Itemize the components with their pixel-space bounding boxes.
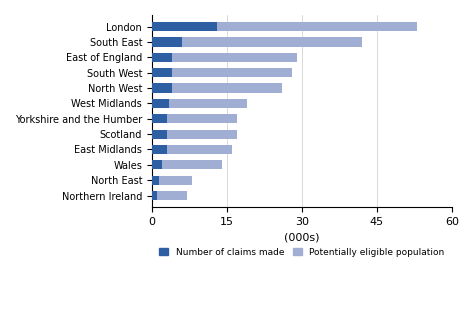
Bar: [152, 176, 159, 185]
Bar: [152, 160, 162, 169]
Bar: [152, 99, 170, 108]
Bar: [152, 176, 192, 185]
Bar: [152, 130, 237, 139]
Bar: [152, 145, 232, 154]
Bar: [152, 191, 157, 200]
X-axis label: (000s): (000s): [284, 233, 320, 242]
Bar: [152, 22, 217, 31]
Bar: [152, 53, 172, 62]
Bar: [152, 114, 167, 123]
Bar: [152, 22, 417, 31]
Bar: [152, 83, 282, 93]
Bar: [152, 145, 167, 154]
Bar: [152, 160, 222, 169]
Legend: Number of claims made, Potentially eligible population: Number of claims made, Potentially eligi…: [156, 244, 448, 260]
Bar: [152, 38, 182, 47]
Bar: [152, 83, 172, 93]
Bar: [152, 191, 187, 200]
Bar: [152, 130, 167, 139]
Bar: [152, 114, 237, 123]
Bar: [152, 38, 362, 47]
Bar: [152, 99, 247, 108]
Bar: [152, 53, 297, 62]
Bar: [152, 68, 172, 77]
Bar: [152, 68, 292, 77]
